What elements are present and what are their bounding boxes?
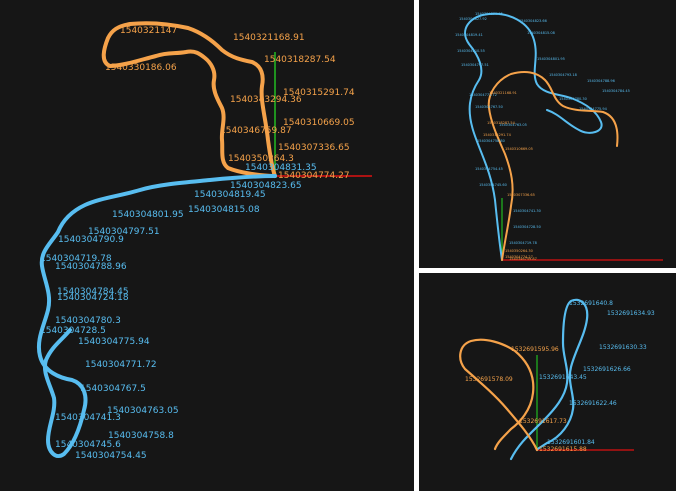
blue-label: 1540304815.08: [188, 205, 260, 215]
blue-label: 1540304724.18: [57, 293, 129, 303]
blue-label: 1540304815.08: [527, 31, 555, 35]
orange-timestamp-labels: 1532691595.96 1532691578.09 1532691617.7…: [465, 346, 587, 453]
blue-label: 1540304763.05: [107, 406, 179, 416]
blue-label: 1540304775.94: [579, 107, 608, 111]
blue-timestamp-labels: 1540304830.65 1540304827.92 1540304823.6…: [455, 12, 630, 245]
blue-label: 1540304728.5: [40, 326, 106, 336]
orange-label: 1532691595.96: [511, 346, 559, 353]
blue-label: 1540304754.45: [475, 167, 503, 171]
blue-label: 1540304771.72: [469, 93, 497, 97]
blue-label: 1540304784.45: [57, 287, 129, 297]
orange-label: 1540304774.27: [278, 171, 350, 181]
blue-label: 1540304801.95: [537, 57, 565, 61]
blue-label: 1540304758.80: [477, 139, 505, 143]
bottom-right-trajectory-canvas: 1532691640.8 1532691634.93 1532691630.33…: [459, 298, 655, 461]
blue-label: 1540304767.50: [475, 105, 503, 109]
blue-trajectory-path: [509, 298, 589, 461]
blue-label: 1540304788.96: [55, 262, 127, 272]
top-right-trajectory-canvas: 1540304830.65 1540304827.92 1540304823.6…: [455, 12, 663, 261]
orange-timestamp-labels: 1540321168.91 1540318287.54 1540315291.7…: [483, 91, 537, 261]
blue-label: 1540304741.30: [513, 209, 541, 213]
orange-label: 1540318287.54: [487, 121, 516, 125]
orange-label: 1540346759.87: [220, 126, 292, 136]
orange-trajectory-path: [459, 338, 539, 452]
blue-label: 1540304801.95: [112, 210, 184, 220]
orange-label: 1540307336.65: [507, 193, 535, 197]
orange-label: 1540310669.05: [283, 118, 355, 128]
blue-label: 1540304780.3: [55, 316, 121, 326]
blue-trajectory-path: [37, 174, 277, 459]
blue-label: 1540304784.45: [602, 89, 630, 93]
blue-label: 1540304797.51: [88, 227, 160, 237]
orange-label: 1540346759.87: [509, 257, 537, 261]
blue-label: 1532691630.33: [599, 344, 647, 351]
blue-timestamp-labels: 1532691640.8 1532691634.93 1532691630.33…: [539, 300, 655, 446]
main-trajectory-canvas: 1540321168.91 1540318287.54 1540315291.7…: [37, 21, 372, 461]
main-trajectory-view: 1540321168.91 1540318287.54 1540315291.7…: [0, 0, 414, 491]
top-right-trajectory-view: 1540304830.65 1540304827.92 1540304823.6…: [419, 0, 676, 268]
orange-label: 1540310669.05: [505, 147, 533, 151]
orange-label: 1540343294.36: [230, 95, 302, 105]
orange-label: 1540304774.27: [505, 255, 533, 259]
orange-timestamp-labels: 1540321168.91 1540318287.54 1540315291.7…: [105, 26, 355, 181]
blue-label: 1540304758.8: [108, 431, 174, 441]
blue-label: 1532691640.8: [569, 300, 613, 307]
blue-label: 1540304797.51: [461, 63, 489, 67]
orange-label: 1540330186.06: [105, 63, 177, 73]
blue-label: 1540304771.72: [85, 360, 157, 370]
blue-label: 1540304780.30: [559, 97, 587, 101]
blue-label: 1540304819.45: [194, 190, 266, 200]
orange-label: 1540350264.3: [228, 154, 294, 164]
blue-label: 1540304810.55: [457, 49, 485, 53]
blue-label: 1540304819.41: [455, 33, 483, 37]
orange-label: 1540321147: [120, 26, 177, 36]
orange-label: 1540321168.91: [489, 91, 517, 95]
blue-label: 1540304790.9: [58, 235, 124, 245]
blue-label: 1540304823.66: [519, 19, 547, 23]
blue-label: 1540304763.05: [499, 123, 527, 127]
blue-label: 1540304741.3: [55, 413, 121, 423]
blue-label: 1540304767.5: [80, 384, 146, 394]
blue-timestamp-labels: 1540304831.35 1540304823.65 1540304819.4…: [40, 163, 317, 461]
orange-trajectory-path: [101, 21, 277, 178]
orange-label: 1532691615.88: [539, 446, 587, 453]
orange-label: 1540321168.91: [233, 33, 305, 43]
orange-label: 1532691578.09: [465, 376, 513, 383]
blue-label: 1532691626.66: [583, 366, 631, 373]
blue-label: 1540304830.65: [475, 12, 503, 16]
orange-label: 1540315291.74: [283, 88, 355, 98]
blue-label: 1540304827.92: [459, 17, 487, 21]
blue-label: 1532691634.93: [607, 310, 655, 317]
blue-label: 1540304823.65: [230, 181, 302, 191]
blue-label: 1540304745.6: [55, 440, 121, 450]
blue-label: 1540304719.78: [509, 241, 537, 245]
bottom-right-trajectory-view: 1532691640.8 1532691634.93 1532691630.33…: [419, 273, 676, 491]
blue-label: 1532691643.45: [539, 374, 587, 381]
blue-label: 1532691622.46: [569, 400, 617, 407]
orange-label: 1540315291.74: [483, 133, 512, 137]
blue-label: 1540304719.78: [40, 254, 112, 264]
blue-trajectory-path: [464, 12, 603, 261]
orange-trajectory-path: [487, 71, 619, 261]
blue-label: 1540304788.96: [587, 79, 615, 83]
blue-label: 1540304754.45: [75, 451, 147, 461]
blue-label: 1540304775.94: [78, 337, 150, 347]
blue-label: 1540304831.35: [245, 163, 317, 173]
blue-label: 1540304728.50: [513, 225, 541, 229]
blue-label: 1540304745.60: [479, 183, 507, 187]
blue-label: 1532691601.84: [547, 439, 595, 446]
orange-label: 1532691617.73: [519, 418, 567, 425]
orange-label: 1540350264.30: [505, 249, 533, 253]
orange-label: 1540307336.65: [278, 143, 350, 153]
blue-label: 1540304793.18: [549, 73, 577, 77]
orange-label: 1540318287.54: [264, 55, 336, 65]
